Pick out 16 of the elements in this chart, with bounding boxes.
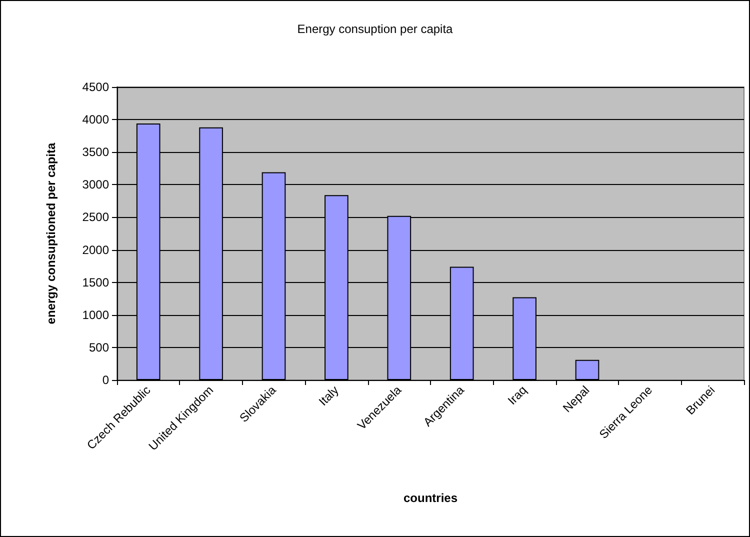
y-tick-label: 3500: [82, 145, 110, 160]
y-axis-title: energy consuptioned per capita: [44, 142, 58, 324]
y-tick-label: 500: [88, 340, 110, 354]
y-tick-label: 2000: [82, 242, 110, 257]
y-tick-label: 4000: [82, 112, 110, 127]
y-tick-label: 2500: [82, 210, 110, 224]
y-tick-label: 1000: [82, 308, 110, 322]
x-tick-label: Iraq: [504, 383, 530, 408]
y-tick-label: 3000: [82, 178, 110, 192]
chart-title: Energy consuption per capita: [297, 22, 454, 36]
x-tick-label: Italy: [316, 383, 342, 408]
bar: [575, 360, 600, 380]
y-tick-label: 4500: [82, 80, 110, 94]
y-tick-label: 1500: [82, 275, 110, 290]
x-axis-title: countries: [403, 491, 458, 505]
y-tick-label: 0: [102, 373, 110, 387]
